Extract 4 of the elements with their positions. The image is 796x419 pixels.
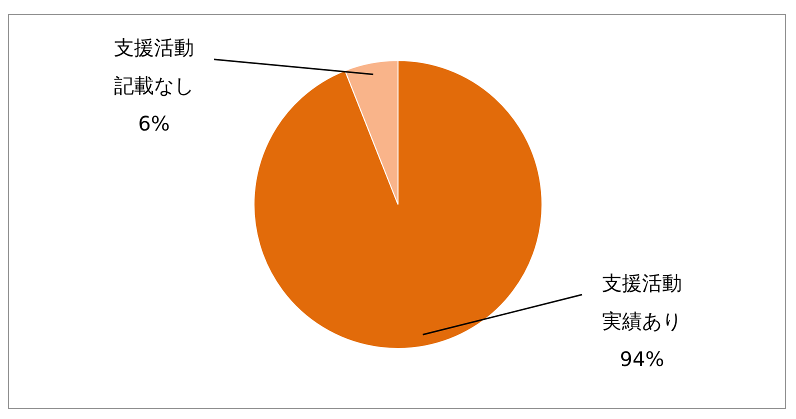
slice-label: 支援活動記載なし bbox=[114, 36, 194, 98]
data-label: 6% bbox=[138, 112, 170, 136]
slice-label: 支援活動実績あり bbox=[602, 270, 682, 333]
data-label: 94% bbox=[620, 346, 664, 371]
